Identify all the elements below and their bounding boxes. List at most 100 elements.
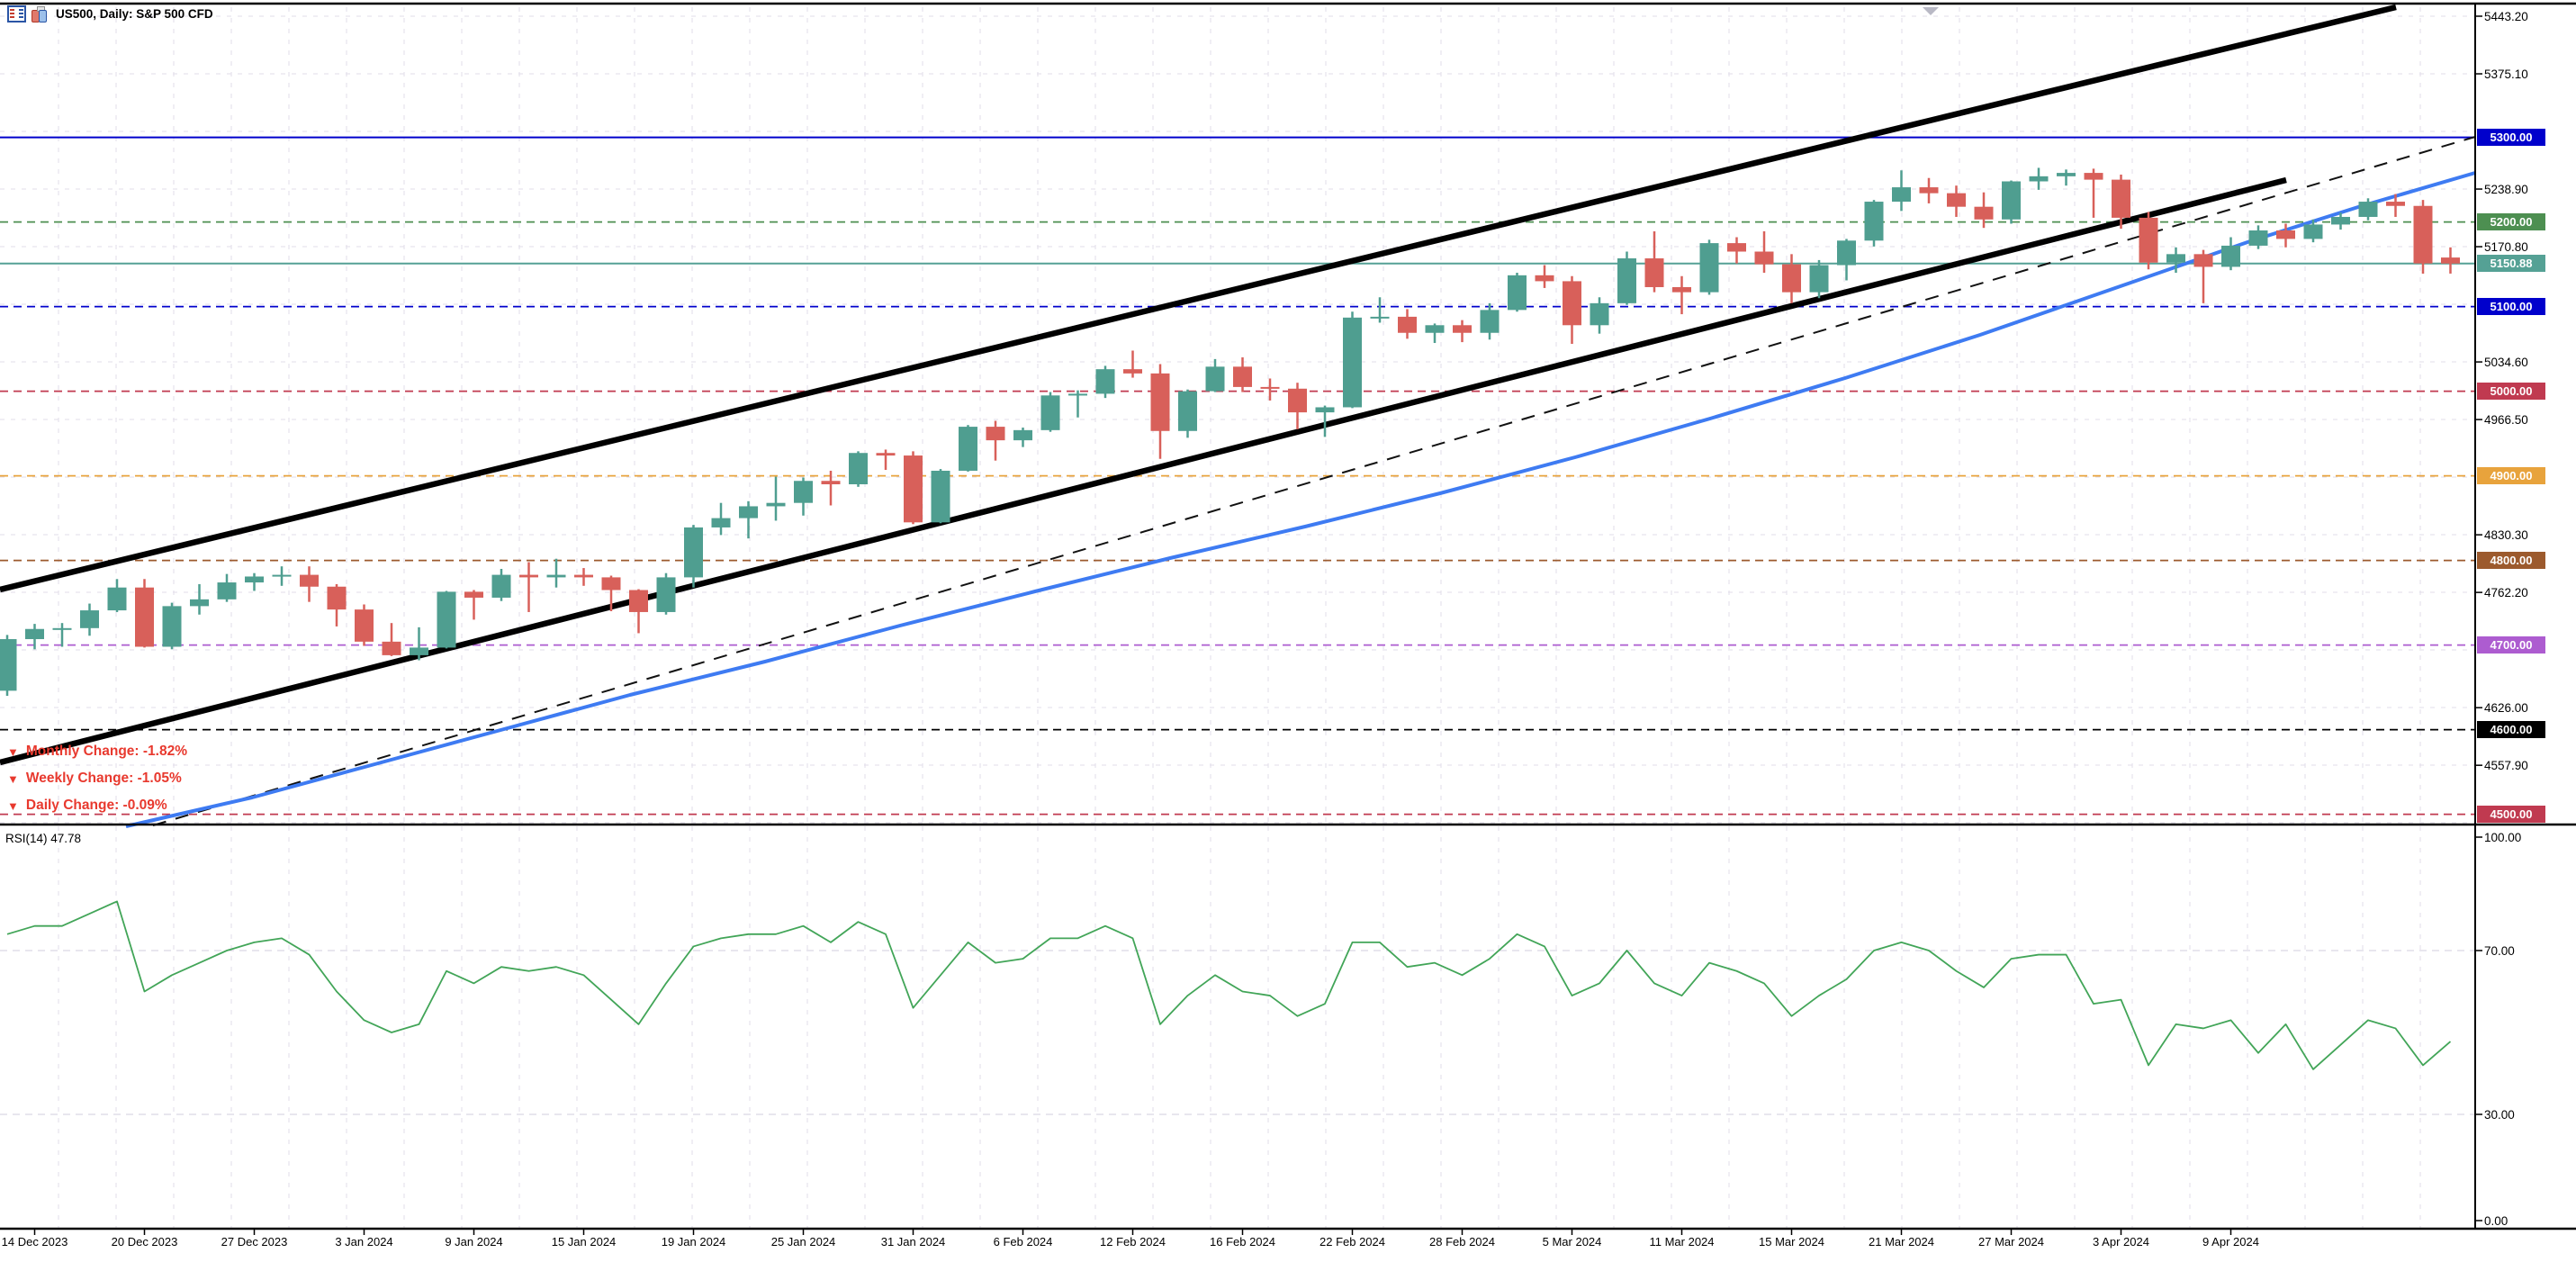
candle-body — [1095, 369, 1115, 394]
candle-body — [1370, 316, 1390, 319]
candle-body — [25, 628, 44, 640]
candle-body — [1754, 251, 1774, 265]
date-label: 22 Feb 2024 — [1319, 1235, 1386, 1248]
candle-body — [355, 609, 374, 642]
candle-body — [986, 427, 1005, 441]
daily-change-text: Daily Change: -0.09% — [25, 798, 167, 813]
candle-body — [2112, 179, 2130, 218]
symbol-list-icon[interactable] — [7, 5, 26, 23]
candle-body — [1040, 395, 1060, 430]
candle-body — [272, 574, 292, 577]
price-badge: 4700.00 — [2477, 636, 2545, 654]
candle-body — [2029, 176, 2049, 182]
candle-body — [2386, 202, 2405, 206]
candle-body — [656, 577, 676, 612]
candle-body — [1809, 265, 1829, 293]
rsi-line — [6, 900, 2452, 1070]
candle-body — [52, 627, 72, 630]
candle-body — [1480, 310, 1500, 333]
date-label: 12 Feb 2024 — [1099, 1235, 1166, 1248]
date-label: 20 Dec 2023 — [111, 1235, 178, 1248]
price-tick-label: 5375.10 — [2484, 67, 2528, 81]
price-tick-label: 4626.00 — [2484, 700, 2528, 715]
price-badge: 4500.00 — [2477, 806, 2545, 824]
candlestick-chart-icon[interactable] — [32, 6, 47, 23]
date-label: 21 Mar 2024 — [1869, 1235, 1934, 1248]
candle-body — [2441, 257, 2460, 264]
candle-body — [1699, 243, 1719, 293]
candle-body — [245, 576, 264, 583]
candle-body — [217, 582, 237, 599]
date-label: 27 Dec 2023 — [221, 1235, 288, 1248]
candle-body — [931, 470, 950, 523]
price-tick-label: 5170.80 — [2484, 239, 2528, 254]
candle-body — [1974, 206, 1994, 220]
candle-body — [2002, 181, 2021, 220]
date-label: 25 Jan 2024 — [770, 1235, 836, 1248]
price-badge: 5300.00 — [2477, 129, 2545, 147]
candle-body — [135, 587, 154, 647]
candle-body — [1617, 258, 1636, 303]
date-label: 3 Jan 2024 — [335, 1235, 393, 1248]
date-label: 14 Dec 2023 — [1, 1235, 68, 1248]
date-label: 5 Mar 2024 — [1542, 1235, 1602, 1248]
date-label: 19 Jan 2024 — [661, 1235, 726, 1248]
candle-body — [2303, 224, 2323, 239]
rsi-tick-label: 30.00 — [2484, 1107, 2515, 1122]
candle-body — [2276, 230, 2295, 239]
candle-body — [1837, 240, 1856, 266]
candle-body — [601, 577, 621, 590]
candle-body — [1644, 258, 1664, 287]
candle-body — [794, 481, 813, 503]
date-label: 15 Mar 2024 — [1759, 1235, 1824, 1248]
candle-body — [1205, 366, 1225, 392]
candle-body — [849, 453, 868, 485]
candle-body — [519, 574, 538, 578]
candle-body — [1590, 302, 1609, 326]
candle-body — [1315, 407, 1335, 413]
candle-body — [1343, 317, 1362, 408]
dashed-trendline — [152, 136, 2476, 826]
candle-body — [1947, 193, 1966, 207]
candle-body — [410, 647, 428, 655]
price-badge: 4800.00 — [2477, 552, 2545, 570]
candle-body — [1672, 286, 1691, 293]
date-label: 15 Jan 2024 — [551, 1235, 617, 1248]
down-arrow-marker-icon[interactable] — [1923, 7, 1939, 15]
candle-body — [1260, 386, 1280, 389]
candle-body — [629, 590, 648, 612]
candle-body — [327, 586, 347, 610]
candle-body — [162, 606, 182, 647]
candle-body — [1453, 325, 1472, 333]
down-triangle-icon: ▼ — [7, 798, 19, 813]
candle-body — [1150, 373, 1170, 431]
candle-body — [1892, 187, 1911, 203]
price-tick-label: 5443.20 — [2484, 9, 2528, 23]
date-label: 3 Apr 2024 — [2093, 1235, 2149, 1248]
candle-body — [1123, 369, 1142, 374]
weekly-change-row: ▼ Weekly Change: -1.05% — [7, 765, 187, 792]
candle-body — [2166, 254, 2185, 263]
rsi-tick-label: 100.00 — [2484, 830, 2522, 844]
candle-body — [711, 518, 731, 527]
candle-body — [1727, 243, 1746, 252]
candle-body — [1782, 264, 1801, 293]
candle-body — [1398, 316, 1417, 333]
candle-body — [2221, 245, 2240, 267]
candle-body — [382, 641, 401, 655]
candle-body — [959, 427, 977, 471]
candle-body — [574, 574, 593, 578]
candle-body — [1068, 393, 1087, 396]
date-label: 28 Feb 2024 — [1428, 1235, 1496, 1248]
candle-body — [2358, 202, 2378, 217]
price-badge: 4600.00 — [2477, 721, 2545, 739]
rsi-indicator-label: RSI(14) 47.78 — [5, 832, 82, 845]
candle-body — [491, 574, 511, 598]
candle-body — [464, 591, 483, 598]
price-tick-label: 4966.50 — [2484, 412, 2528, 427]
date-label: 11 Mar 2024 — [1649, 1235, 1715, 1248]
candle-body — [0, 639, 17, 691]
chart-title-bar: US500, Daily: S&P 500 CFD — [7, 5, 213, 23]
